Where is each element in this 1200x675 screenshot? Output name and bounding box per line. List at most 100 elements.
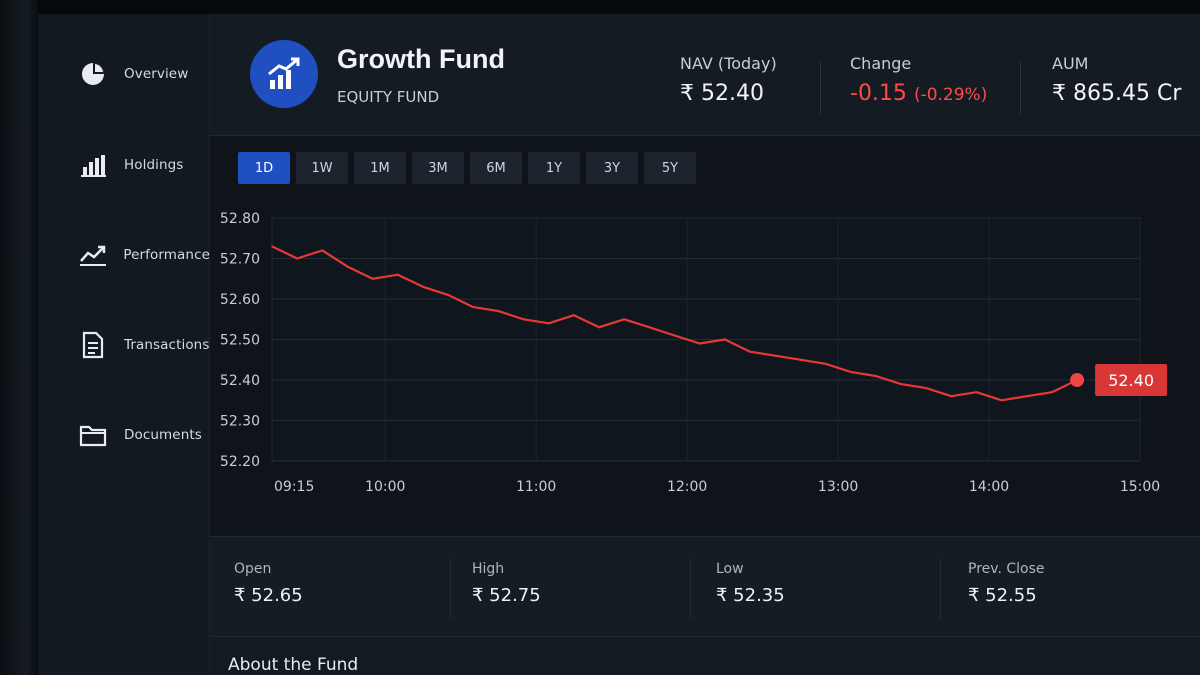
change-value: -0.15 (-0.29%) (850, 81, 987, 106)
data-point (824, 363, 827, 365)
x-tick-label: 15:00 (1120, 479, 1160, 495)
sidebar-item-performance[interactable]: Performance (38, 230, 210, 280)
high-label: High (472, 561, 505, 577)
aum-label: AUM (1052, 54, 1089, 73)
data-point (1000, 399, 1003, 402)
sidebar-item-label: Documents (124, 427, 202, 443)
growth-chart-icon (250, 40, 318, 108)
data-point (975, 391, 978, 393)
low-stat: Low ₹ 52.35 (716, 561, 785, 606)
last-point-marker (1070, 373, 1085, 387)
change-percent: (-0.29%) (913, 85, 988, 105)
fund-category: EQUITY FUND (337, 88, 440, 106)
nav-line-chart: 52.80 52.70 52.60 52.50 52.40 52.30 52.20 09:15… (220, 211, 1168, 495)
sidebar-item-overview[interactable]: Overview (38, 49, 210, 99)
x-tick-label: 12:00 (667, 479, 707, 495)
sidebar-item-holdings[interactable]: Holdings (38, 140, 210, 190)
sidebar-item-label: Performance (123, 247, 210, 263)
header-divider (820, 62, 821, 114)
range-button-3y[interactable]: 3Y (586, 152, 638, 184)
range-button-1w[interactable]: 1W (296, 152, 348, 184)
x-tick-label: 10:00 (365, 479, 405, 495)
nav-label: NAV (Today) (680, 54, 777, 73)
data-point (573, 314, 575, 316)
sidebar-item-label: Transactions (124, 337, 210, 353)
monitor-bezel-top (0, 0, 1200, 14)
data-point (623, 318, 626, 321)
open-stat: Open ₹ 52.65 (234, 561, 303, 606)
prev-close-label: Prev. Close (968, 561, 1045, 577)
data-point (547, 322, 550, 325)
x-tick-label: 09:15 (274, 479, 314, 495)
low-label: Low (716, 561, 744, 577)
prev-close-stat: Prev. Close ₹ 52.55 (968, 561, 1045, 606)
sidebar: Overview Holdings (38, 14, 210, 675)
folder-icon (76, 420, 110, 450)
data-point (724, 338, 726, 341)
trend-line-icon (76, 240, 109, 270)
data-point (673, 334, 676, 337)
data-point (1025, 395, 1028, 397)
data-point (598, 326, 600, 329)
high-value: ₹ 52.75 (472, 585, 541, 606)
range-button-3m[interactable]: 3M (412, 152, 464, 184)
data-point (321, 249, 324, 252)
data-point (799, 358, 802, 361)
high-stat: High ₹ 52.75 (472, 561, 541, 606)
last-value-badge (1095, 364, 1168, 396)
low-value: ₹ 52.35 (716, 585, 785, 606)
sidebar-item-transactions[interactable]: Transactions (38, 320, 210, 370)
time-range-selector: 1D 1W 1M 3M 6M 1Y 3Y 5Y (238, 152, 696, 184)
range-button-1y[interactable]: 1Y (528, 152, 580, 184)
ohlc-divider (940, 559, 941, 619)
data-point (422, 286, 424, 288)
data-point (950, 395, 953, 397)
data-point (472, 306, 475, 308)
y-tick-label: 52.50 (220, 333, 260, 349)
x-tick-label: 13:00 (818, 479, 858, 495)
sidebar-item-documents[interactable]: Documents (38, 410, 210, 460)
monitor-bezel-left (0, 0, 38, 675)
nav-chart-panel: 1D 1W 1M 3M 6M 1Y 3Y 5Y 52.80 52.70 52.60 52.50 52.… (210, 136, 1200, 536)
aum-value: ₹ 865.45 Cr (1052, 81, 1182, 106)
data-point (698, 342, 701, 345)
y-tick-label: 52.80 (220, 211, 260, 227)
range-button-5y[interactable]: 5Y (644, 152, 696, 184)
data-point (648, 326, 651, 329)
range-button-1d[interactable]: 1D (238, 152, 290, 184)
range-button-1m[interactable]: 1M (354, 152, 406, 184)
change-stat: Change -0.15 (-0.29%) (850, 54, 987, 106)
data-point (447, 294, 449, 296)
ohlc-divider (450, 559, 451, 619)
last-value-label: 52.40 (1108, 371, 1154, 390)
data-point (497, 310, 500, 312)
data-point (900, 383, 902, 385)
fund-header: Growth Fund EQUITY FUND NAV (Today) ₹ 52… (210, 14, 1200, 136)
change-amount: -0.15 (850, 81, 907, 106)
nav-value: ₹ 52.40 (680, 81, 764, 106)
open-value: ₹ 52.65 (234, 585, 303, 606)
y-tick-label: 52.20 (220, 454, 260, 470)
y-tick-label: 52.30 (220, 414, 260, 430)
about-fund-section: About the Fund (210, 636, 1200, 675)
y-tick-label: 52.70 (220, 252, 260, 268)
ohlc-divider (690, 559, 691, 619)
app-screen: Overview Holdings (38, 14, 1200, 675)
section-title: About the Fund (228, 655, 359, 675)
data-point (522, 318, 525, 321)
x-tick-label: 14:00 (969, 479, 1009, 495)
page-title: Growth Fund (337, 44, 505, 74)
pie-chart-icon (76, 59, 110, 89)
data-point (396, 273, 399, 276)
sidebar-item-label: Holdings (124, 157, 184, 173)
ohlc-summary: Open ₹ 52.65 High ₹ 52.75 Low ₹ 52.35 Pr… (210, 536, 1200, 636)
data-point (271, 245, 273, 248)
data-point (371, 277, 374, 280)
y-tick-label: 52.40 (220, 373, 260, 389)
x-tick-label: 11:00 (516, 479, 556, 495)
aum-stat: AUM ₹ 865.45 Cr (1052, 54, 1181, 106)
range-button-6m[interactable]: 6M (470, 152, 522, 184)
change-label: Change (850, 54, 912, 73)
y-tick-label: 52.60 (220, 292, 260, 308)
data-point (925, 387, 927, 389)
